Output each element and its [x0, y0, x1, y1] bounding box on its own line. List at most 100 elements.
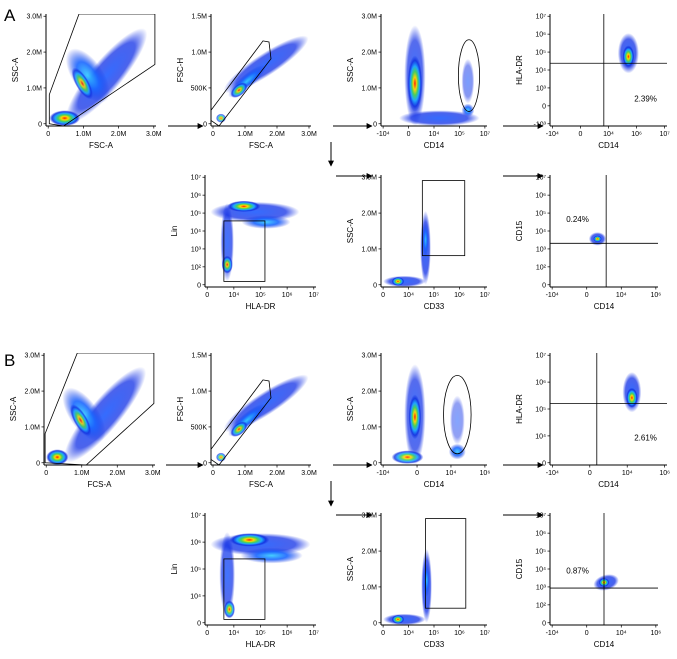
y-tick-label: 10³ — [536, 246, 547, 253]
y-tick-label: 0 — [542, 103, 546, 110]
x-tick-label: 1.0M — [237, 470, 253, 477]
y-tick-label: 0 — [203, 460, 207, 467]
section-label: B — [4, 351, 15, 370]
y-tick-label: 10⁴ — [535, 68, 546, 75]
density-population — [399, 110, 480, 126]
density-population — [449, 395, 465, 445]
x-tick-label: 10⁴ — [622, 470, 633, 477]
y-tick-label: 10⁶ — [190, 540, 201, 547]
y-tick-label: 0 — [373, 121, 377, 128]
y-axis-label: Lin — [170, 226, 179, 237]
y-tick-label: 10⁷ — [536, 353, 547, 360]
gate-rectangle — [425, 518, 467, 609]
y-tick-label: 3.0M — [24, 353, 40, 360]
x-tick-label: 3.0M — [145, 470, 161, 477]
density-population — [65, 28, 148, 124]
x-tick-label: 10⁷ — [480, 630, 491, 637]
density-population — [71, 67, 93, 100]
y-tick-label: 10⁵ — [535, 407, 546, 414]
y-tick-label: 10⁴ — [190, 229, 201, 236]
y-tick-label: 10³ — [191, 246, 202, 253]
x-tick-label: 3.0M — [301, 131, 317, 138]
x-tick-label: 0 — [578, 131, 582, 138]
y-axis-label: SSC-A — [346, 396, 355, 421]
x-tick-label: 1.0M — [237, 131, 253, 138]
x-tick-label: 10⁴ — [616, 630, 627, 637]
x-axis-label: CD14 — [424, 141, 445, 150]
x-tick-label: 10⁵ — [255, 630, 266, 637]
x-tick-label: 10⁶ — [651, 630, 662, 637]
density-population — [229, 533, 270, 547]
density-population — [407, 55, 423, 112]
y-axis-label: SSC-A — [346, 218, 355, 243]
density-layer — [617, 33, 639, 74]
y-axis-label: SSC-A — [9, 396, 18, 421]
density-population — [64, 366, 147, 463]
gate-percentage: 2.61% — [634, 433, 657, 442]
panel-A2: 0 1.0M 2.0M 3.0M 0 500K 1.0M 1.5M FSC-A FSC-H — [176, 14, 317, 150]
plot-area — [550, 14, 667, 126]
density-population — [422, 223, 429, 257]
gate-layer — [48, 14, 156, 126]
x-tick-label: 0 — [588, 470, 592, 477]
y-tick-label: 10⁶ — [535, 531, 546, 538]
gate-layer — [550, 175, 658, 287]
gate-rectangle — [421, 180, 466, 257]
y-tick-label: 0 — [38, 121, 42, 128]
x-axis-label: FSC-A — [249, 141, 274, 150]
x-tick-label: 10⁵ — [255, 292, 266, 299]
gate-layer — [425, 518, 467, 609]
y-tick-label: 10⁷ — [536, 14, 547, 21]
density-population — [230, 82, 248, 98]
density-population — [593, 235, 602, 243]
x-tick-label: 10⁴ — [429, 131, 440, 138]
y-tick-label: 10⁴ — [535, 229, 546, 236]
x-axis-label: CD14 — [594, 640, 615, 649]
y-tick-label: 10⁷ — [536, 513, 547, 520]
density-population — [240, 547, 303, 564]
density-population — [448, 443, 466, 460]
x-tick-label: 1.0M — [76, 131, 92, 138]
x-axis-label: FCS-A — [88, 480, 113, 489]
plot-area — [381, 353, 487, 465]
x-tick-label: 2.0M — [269, 131, 285, 138]
gate-layer — [223, 558, 266, 620]
x-tick-label: 10⁴ — [403, 292, 414, 299]
x-tick-label: -10⁴ — [377, 131, 390, 138]
x-tick-label: 10⁴ — [228, 630, 239, 637]
density-population — [216, 113, 226, 123]
panel-B1: 0 1.0M 2.0M 3.0M 0 1.0M 2.0M 3.0M FCS-A SSC-A — [9, 353, 161, 489]
x-tick-label: 10⁷ — [659, 131, 670, 138]
x-tick-label: 0 — [205, 630, 209, 637]
density-population — [241, 215, 291, 229]
y-tick-label: 10⁷ — [191, 513, 202, 520]
x-tick-label: 3.0M — [301, 470, 317, 477]
x-tick-label: 10⁶ — [454, 292, 465, 299]
y-axis-label: FSC-H — [176, 58, 185, 83]
y-axis-label: SSC-A — [11, 57, 20, 82]
y-tick-label: 10² — [191, 264, 202, 271]
x-tick-label: 10⁶ — [659, 470, 670, 477]
gate-layer — [550, 353, 667, 465]
y-tick-label: 10⁴ — [535, 433, 546, 440]
gate-layer — [550, 513, 658, 625]
y-tick-label: 3.0M — [361, 513, 377, 520]
gate-polygon — [44, 353, 155, 465]
density-layer — [210, 532, 311, 619]
x-tick-label: 0 — [205, 292, 209, 299]
x-axis-label: CD14 — [598, 480, 619, 489]
y-tick-label: 10⁶ — [535, 32, 546, 39]
y-axis-label: Lin — [170, 564, 179, 575]
y-tick-label: 2.0M — [361, 211, 377, 218]
x-tick-label: 10⁶ — [454, 630, 465, 637]
y-tick-label: 10⁵ — [535, 50, 546, 57]
gate-layer — [550, 14, 667, 126]
y-tick-label: 500K — [191, 424, 208, 431]
density-population — [423, 563, 430, 597]
y-tick-label: 1.0M — [191, 389, 207, 396]
panel-B6: 0 10⁴ 10⁵ 10⁶ 10⁷ 0 1.0M 2.0M 3.0M CD33 SSC-A — [346, 513, 491, 649]
y-tick-label: 10⁵ — [535, 549, 546, 556]
y-tick-label: 1.5M — [191, 14, 207, 21]
